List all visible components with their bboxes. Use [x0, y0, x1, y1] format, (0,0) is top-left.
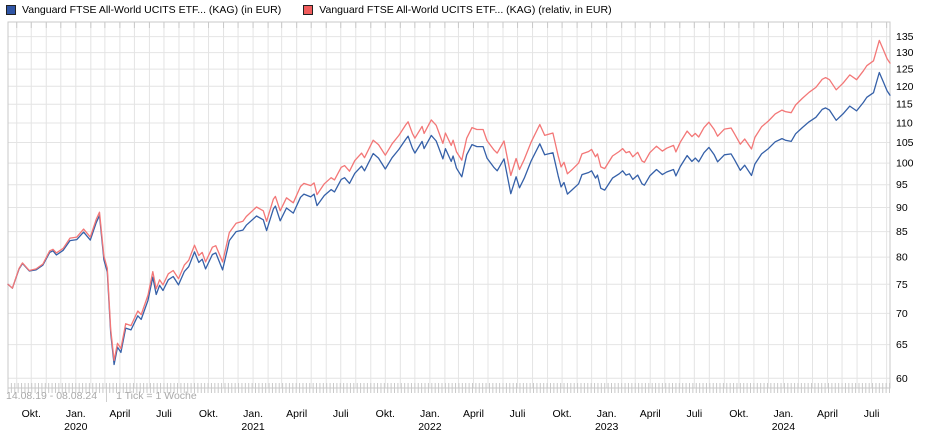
y-axis-tick-label: 105	[896, 137, 914, 149]
footer-divider	[106, 390, 108, 402]
y-axis-tick-label: 95	[896, 179, 908, 191]
x-axis-year-label: 2022	[418, 421, 442, 433]
chart-legend: Vanguard FTSE All-World UCITS ETF... (KA…	[6, 4, 634, 16]
x-axis-month-label: Juli	[510, 408, 526, 420]
x-axis-month-label: Okt.	[729, 408, 748, 420]
legend-label-kag-eur: Vanguard FTSE All-World UCITS ETF... (KA…	[22, 4, 282, 16]
y-axis-tick-label: 130	[896, 47, 914, 59]
x-axis-month-label: Jan.	[66, 408, 86, 420]
y-axis-tick-label: 135	[896, 31, 914, 43]
y-axis-tick-label: 70	[896, 308, 908, 320]
plot-border	[7, 21, 891, 389]
x-axis-month-label: April	[463, 408, 484, 420]
x-axis-month-label: Jan.	[774, 408, 794, 420]
y-axis-tick-label: 125	[896, 64, 914, 76]
y-axis-tick-label: 65	[896, 339, 908, 351]
x-axis-year-label: 2021	[241, 421, 265, 433]
x-axis-month-label: April	[286, 408, 307, 420]
legend-item-kag-eur: Vanguard FTSE All-World UCITS ETF... (KA…	[6, 4, 281, 16]
date-range-label: 14.08.19 - 08.08.24	[6, 390, 98, 402]
x-axis-month-label: Okt.	[22, 408, 41, 420]
legend-swatch-red-icon	[303, 5, 314, 15]
tick-interval-label: 1 Tick = 1 Woche	[116, 390, 197, 402]
x-axis-month-label: Jan.	[420, 408, 440, 420]
legend-item-kag-relativ-eur: Vanguard FTSE All-World UCITS ETF... (KA…	[303, 4, 612, 16]
x-axis-year-label: 2024	[772, 421, 796, 433]
y-axis-tick-label: 60	[896, 373, 908, 385]
y-axis-tick-label: 110	[896, 117, 913, 129]
y-axis-tick-label: 85	[896, 226, 908, 238]
x-axis-year-label: 2020	[64, 421, 88, 433]
x-axis-month-label: April	[640, 408, 661, 420]
y-axis-tick-label: 120	[896, 81, 914, 93]
x-axis-month-label: Okt.	[199, 408, 218, 420]
x-axis-month-label: Jan.	[597, 408, 617, 420]
x-axis-month-label: Jan.	[243, 408, 263, 420]
y-axis-tick-label: 80	[896, 252, 908, 264]
x-axis-month-label: Juli	[333, 408, 349, 420]
series-line-kag-eur	[7, 71, 891, 366]
y-axis-tick-label: 100	[896, 158, 914, 170]
legend-label-kag-relativ-eur: Vanguard FTSE All-World UCITS ETF... (KA…	[319, 4, 612, 16]
series-line-kag-relativ-eur	[7, 39, 891, 362]
chart-footer-info: 14.08.19 - 08.08.24 1 Tick = 1 Woche	[6, 390, 197, 402]
x-axis-year-label: 2023	[595, 421, 619, 433]
y-axis-tick-label: 115	[896, 99, 913, 111]
y-axis-tick-label: 90	[896, 202, 908, 214]
y-axis-tick-label: 75	[896, 279, 908, 291]
x-axis-month-label: Juli	[686, 408, 702, 420]
x-axis-month-label: Juli	[156, 408, 172, 420]
x-axis-month-label: April	[817, 408, 838, 420]
legend-swatch-blue-icon	[6, 5, 16, 15]
x-axis-month-label: Okt.	[552, 408, 571, 420]
x-axis-month-label: April	[109, 408, 130, 420]
x-axis-month-label: Okt.	[376, 408, 395, 420]
x-axis-month-label: Juli	[864, 408, 880, 420]
